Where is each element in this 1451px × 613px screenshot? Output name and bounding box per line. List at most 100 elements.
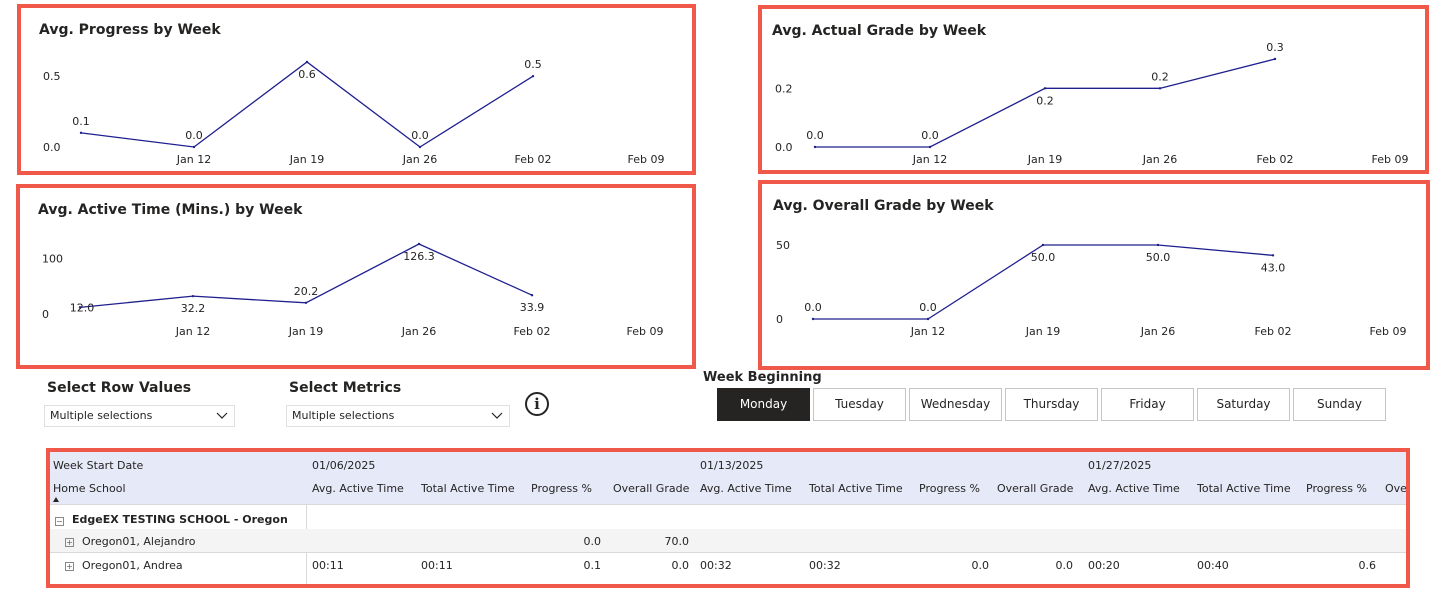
data-label: 33.9 <box>520 301 545 314</box>
metrics-slicer-title: Select Metrics <box>289 380 402 396</box>
date-header: 01/13/2025 <box>700 459 764 472</box>
matrix-table[interactable]: Week Start Date Home School 01/06/2025 0… <box>46 448 1410 588</box>
data-label: 0.1 <box>72 115 90 128</box>
column-header[interactable]: Progress % <box>531 482 592 495</box>
date-header: 01/27/2025 <box>1088 459 1152 472</box>
column-header[interactable]: Avg. Active Time <box>1088 482 1180 495</box>
sort-up-icon[interactable] <box>53 497 59 502</box>
table-cell: 00:32 <box>700 559 732 572</box>
table-row[interactable] <box>50 529 1406 552</box>
divider <box>50 504 1406 505</box>
day-button-sunday[interactable]: Sunday <box>1293 388 1386 421</box>
y-tick-label: 0 <box>776 313 783 326</box>
collapse-icon[interactable]: − <box>55 517 64 526</box>
column-header[interactable]: Overall Grade <box>613 482 690 495</box>
data-label: 0.0 <box>921 129 939 142</box>
data-point <box>192 145 196 149</box>
x-tick-label: Feb 09 <box>627 325 664 338</box>
table-cell: 0.0 <box>583 535 602 548</box>
data-point <box>928 145 932 149</box>
row-values-selected: Multiple selections <box>50 409 153 422</box>
x-tick-label: Feb 02 <box>515 153 552 166</box>
table-cell: 00:32 <box>809 559 841 572</box>
expand-icon[interactable]: + <box>65 538 74 547</box>
column-header[interactable]: Overall Grade <box>997 482 1074 495</box>
day-button-friday[interactable]: Friday <box>1101 388 1194 421</box>
x-tick-label: Jan 12 <box>175 325 210 338</box>
x-tick-label: Jan 26 <box>402 153 437 166</box>
metrics-selected: Multiple selections <box>292 409 395 422</box>
table-cell: 00:20 <box>1088 559 1120 572</box>
chart-svg[interactable]: 100 0 Jan 12 Jan 19 Jan 26 Feb 02 Feb 09 12.0 32… <box>20 188 692 365</box>
data-label: 50.0 <box>1031 251 1056 264</box>
x-tick-label: Jan 19 <box>288 325 323 338</box>
data-point <box>813 145 817 149</box>
data-point <box>78 306 82 309</box>
chart-avg-progress[interactable]: Avg. Progress by Week 0.5 0.0 Jan 12 Jan 19… <box>17 4 696 175</box>
day-button-monday[interactable]: Monday <box>717 388 810 421</box>
x-tick-label: Jan 26 <box>1142 153 1177 166</box>
data-point <box>79 131 83 135</box>
table-cell: 00:11 <box>312 559 344 572</box>
chart-title: Avg. Actual Grade by Week <box>772 23 987 39</box>
data-label: 0.0 <box>804 301 822 314</box>
x-tick-label: Feb 09 <box>628 153 665 166</box>
table-cell: 0.0 <box>971 559 990 572</box>
y-tick-label: 0.0 <box>775 141 793 154</box>
data-point <box>1043 87 1047 90</box>
column-header[interactable]: Progress % <box>919 482 980 495</box>
chart-title: Avg. Active Time (Mins.) by Week <box>38 202 303 218</box>
column-header[interactable]: Progress % <box>1306 482 1367 495</box>
data-label: 126.3 <box>403 250 435 263</box>
row-name: Oregon01, Andrea <box>82 559 183 572</box>
matrix-body: Week Start Date Home School 01/06/2025 0… <box>50 452 1406 584</box>
data-point <box>1158 87 1162 90</box>
y-tick-label: 0.2 <box>775 82 793 95</box>
column-header[interactable]: Avg. Active Time <box>312 482 404 495</box>
table-cell: 0.6 <box>1358 559 1377 572</box>
day-button-tuesday[interactable]: Tuesday <box>813 388 906 421</box>
info-circle-icon[interactable]: i <box>525 392 549 416</box>
day-button-thursday[interactable]: Thursday <box>1005 388 1098 421</box>
data-point <box>417 242 421 246</box>
expand-icon[interactable]: + <box>65 562 74 571</box>
group-row-label: EdgeEX TESTING SCHOOL - Oregon <box>72 513 288 526</box>
chart-svg[interactable]: 0.5 0.0 Jan 12 Jan 19 Jan 26 Feb 02 Feb 09 0.1 0… <box>21 8 692 171</box>
column-header[interactable]: Total Active Time <box>809 482 903 495</box>
column-header[interactable]: Total Active Time <box>421 482 515 495</box>
table-cell: 00:40 <box>1197 559 1229 572</box>
y-tick-label: 0 <box>42 308 49 321</box>
chart-svg[interactable]: 0.2 0.0 Jan 12 Jan 19 Jan 26 Feb 02 Feb 09 0.0 0… <box>762 9 1425 170</box>
data-label: 0.6 <box>298 68 316 81</box>
data-label: 0.2 <box>1151 70 1169 83</box>
column-header[interactable]: Total Active Time <box>1197 482 1291 495</box>
row-header-home-school: Home School <box>53 482 126 495</box>
row-values-slicer-title: Select Row Values <box>47 380 192 396</box>
x-tick-label: Jan 19 <box>1025 325 1060 338</box>
divider <box>50 552 1406 553</box>
data-label: 0.0 <box>411 129 429 142</box>
day-button-saturday[interactable]: Saturday <box>1197 388 1290 421</box>
chart-avg-actual-grade[interactable]: Avg. Actual Grade by Week 0.2 0.0 Jan 12 Ja… <box>758 5 1429 174</box>
chart-avg-active-time[interactable]: Avg. Active Time (Mins.) by Week 100 0 Jan… <box>16 184 696 369</box>
data-point <box>418 145 422 149</box>
y-tick-label: 100 <box>42 253 63 266</box>
column-header[interactable]: Avg. Active Time <box>700 482 792 495</box>
column-header[interactable]: Overall Grade <box>1385 482 1406 495</box>
chart-title: Avg. Progress by Week <box>39 22 221 38</box>
chart-svg[interactable]: 50 0 Jan 12 Jan 19 Jan 26 Feb 02 Feb 09 0.0 0.0 5… <box>762 184 1426 366</box>
day-button-wednesday[interactable]: Wednesday <box>909 388 1002 421</box>
x-tick-label: Jan 12 <box>912 153 947 166</box>
table-cell: 70.0 <box>664 535 690 548</box>
table-cell: 00:11 <box>421 559 453 572</box>
metrics-dropdown[interactable]: Multiple selections <box>286 405 510 427</box>
data-point <box>1271 254 1275 257</box>
row-values-dropdown[interactable]: Multiple selections <box>44 405 235 427</box>
data-point <box>191 294 195 298</box>
table-cell: 0.1 <box>583 559 602 572</box>
chevron-down-icon <box>216 412 228 419</box>
data-point <box>304 301 308 305</box>
y-tick-label: 0.5 <box>43 70 61 83</box>
chart-avg-overall-grade[interactable]: Avg. Overall Grade by Week 50 0 Jan 12 Jan … <box>758 180 1430 370</box>
x-tick-label: Jan 26 <box>401 325 436 338</box>
